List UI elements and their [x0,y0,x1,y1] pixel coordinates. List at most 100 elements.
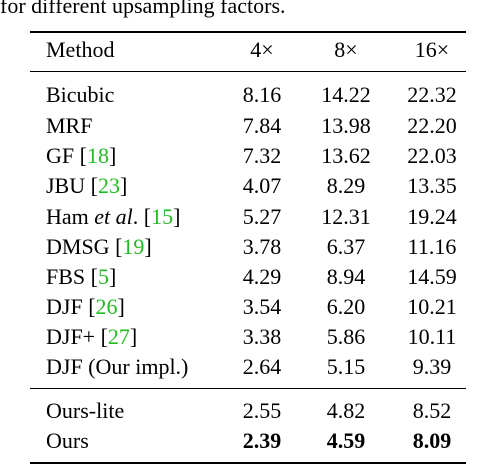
value-16x: 10.21 [407,294,457,319]
value-4x: 7.32 [242,143,282,168]
method-label: DJF+ [46,324,101,349]
table-row: Bicubic 8.16 14.22 22.32 [0,80,480,110]
value-16x: 8.52 [412,398,452,423]
citation-link[interactable]: 27 [107,324,130,349]
table-caption: for different upsampling factors. [0,0,286,18]
value-4x-best: 2.39 [242,428,282,453]
table-row: DMSG [19] 3.78 6.37 11.16 [0,232,480,262]
citation-close: ] [173,204,181,229]
value-4x: 2.55 [242,398,282,423]
bottom-rule [30,462,466,464]
citation-open: [ [90,264,98,289]
citation-open: [ [143,204,152,229]
value-8x: 13.62 [321,143,371,168]
method-label: Ham [46,204,95,229]
method-name: GF [18] [46,141,116,171]
header-4x: 4× [250,37,274,62]
table-row: Ham et al. [15] 5.27 12.31 19.24 [0,202,480,232]
value-8x: 6.37 [326,234,366,259]
citation-link[interactable]: 26 [95,294,118,319]
value-8x: 12.31 [321,204,371,229]
value-8x: 8.29 [326,173,366,198]
value-4x: 4.29 [242,264,282,289]
value-16x: 11.16 [407,234,457,259]
method-label: JBU [46,173,91,198]
citation-link[interactable]: 19 [122,234,145,259]
table-row: Ours 2.39 4.59 8.09 [0,426,480,456]
citation-open: [ [88,294,96,319]
section-rule [30,388,466,389]
value-4x: 5.27 [242,204,282,229]
value-8x: 4.82 [326,398,366,423]
citation-open: [ [79,143,87,168]
citation-close: ] [144,234,152,259]
value-16x: 22.32 [407,82,457,107]
method-name: DJF+ [27] [46,322,137,352]
method-name: Ours [46,428,89,453]
method-label-post: . [132,204,144,229]
value-16x: 22.20 [407,113,457,138]
table-row: Ours-lite 2.55 4.82 8.52 [0,396,480,426]
citation-close: ] [108,143,117,168]
value-16x-best: 8.09 [412,428,452,453]
citation-open: [ [115,234,123,259]
method-name: DJF (Our impl.) [46,354,189,379]
table-row: MRF 7.84 13.98 22.20 [0,111,480,141]
table-row: GF [18] 7.32 13.62 22.03 [0,141,480,171]
header-16x: 16× [414,37,450,62]
citation-open: [ [100,324,108,349]
citation-close: ] [117,294,125,319]
value-8x: 5.15 [326,354,366,379]
value-8x: 5.86 [326,324,366,349]
value-8x: 13.98 [321,113,371,138]
table-row: FBS [5] 4.29 8.94 14.59 [0,262,480,292]
value-16x: 9.39 [412,354,452,379]
value-4x: 7.84 [242,113,282,138]
table-row: DJF (Our impl.) 2.64 5.15 9.39 [0,352,480,382]
method-name: JBU [23] [46,171,127,201]
method-label: DJF [46,294,89,319]
citation-link[interactable]: 15 [151,204,174,229]
value-4x: 3.54 [242,294,282,319]
value-4x: 2.64 [242,354,282,379]
citation-link[interactable]: 18 [86,143,109,168]
value-4x: 3.78 [242,234,282,259]
value-16x: 10.11 [407,324,457,349]
value-8x: 14.22 [321,82,371,107]
method-name: Bicubic [46,82,115,107]
header-8x: 8× [334,37,358,62]
citation-open: [ [90,173,98,198]
value-8x: 8.94 [326,264,366,289]
value-16x: 19.24 [407,204,457,229]
value-16x: 22.03 [407,143,457,168]
method-name: Ham et al. [15] [46,202,180,232]
value-4x: 4.07 [242,173,282,198]
table-row: DJF+ [27] 3.38 5.86 10.11 [0,322,480,352]
value-16x: 14.59 [407,264,457,289]
value-16x: 13.35 [407,173,457,198]
method-label: GF [46,143,80,168]
table-row: DJF [26] 3.54 6.20 10.21 [0,292,480,322]
method-label-italic: et al [94,204,133,229]
method-name: DJF [26] [46,292,125,322]
citation-close: ] [119,173,128,198]
value-4x: 3.38 [242,324,282,349]
citation-close: ] [129,324,138,349]
header-method: Method [46,37,115,62]
method-name: MRF [46,113,93,138]
value-8x-best: 4.59 [326,428,366,453]
value-4x: 8.16 [242,82,282,107]
citation-close: ] [108,264,117,289]
citation-link[interactable]: 23 [97,173,120,198]
table-row: JBU [23] 4.07 8.29 13.35 [0,171,480,201]
method-name: Ours-lite [46,398,125,423]
citation-link[interactable]: 5 [97,264,109,289]
value-8x: 6.20 [326,294,366,319]
method-name: DMSG [19] [46,232,152,262]
method-label: DMSG [46,234,116,259]
header-row: Method 4× 8× 16× [0,35,480,65]
method-name: FBS [5] [46,262,116,292]
method-label: FBS [46,264,91,289]
top-rule [30,31,466,33]
header-rule [30,71,466,72]
